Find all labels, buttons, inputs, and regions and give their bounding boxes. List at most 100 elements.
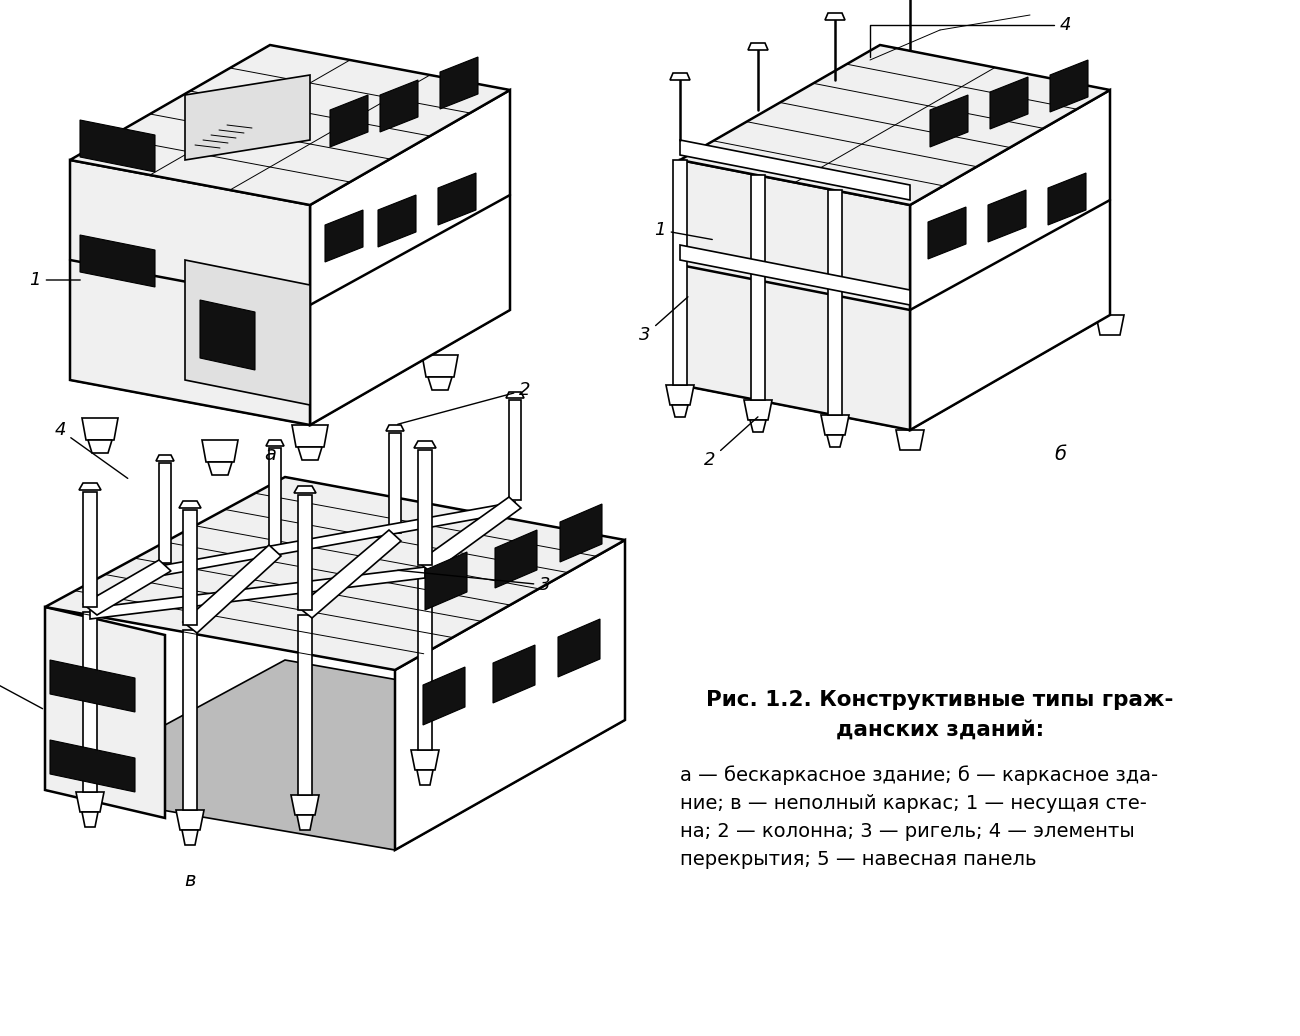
Polygon shape: [378, 195, 416, 247]
Polygon shape: [822, 415, 849, 435]
Text: 3: 3: [398, 570, 551, 594]
Text: 4: 4: [870, 16, 1071, 57]
Polygon shape: [680, 160, 910, 430]
Polygon shape: [419, 570, 432, 750]
Text: а — бескаркасное здание; б — каркасное зда-
ние; в — неполный каркас; 1 — несуща: а — бескаркасное здание; б — каркасное з…: [680, 765, 1158, 869]
Polygon shape: [82, 812, 98, 827]
Polygon shape: [49, 660, 135, 712]
Polygon shape: [75, 792, 104, 812]
Polygon shape: [83, 560, 172, 615]
Polygon shape: [558, 618, 601, 677]
Polygon shape: [495, 530, 537, 588]
Polygon shape: [680, 140, 910, 200]
Polygon shape: [896, 430, 924, 450]
Polygon shape: [428, 377, 452, 390]
Polygon shape: [422, 355, 458, 377]
Polygon shape: [493, 645, 536, 703]
Polygon shape: [673, 160, 686, 385]
Text: 5: 5: [0, 666, 43, 709]
Polygon shape: [298, 447, 322, 460]
Polygon shape: [930, 95, 968, 147]
Polygon shape: [298, 495, 312, 610]
Text: б: б: [1054, 445, 1066, 464]
Polygon shape: [90, 567, 425, 618]
Polygon shape: [296, 815, 313, 830]
Polygon shape: [413, 441, 436, 448]
Polygon shape: [182, 830, 198, 845]
Polygon shape: [928, 207, 966, 259]
Polygon shape: [439, 57, 478, 109]
Text: 3: 3: [640, 297, 688, 344]
Polygon shape: [425, 552, 467, 610]
Polygon shape: [991, 77, 1028, 130]
Polygon shape: [680, 244, 910, 305]
Polygon shape: [46, 660, 625, 850]
Polygon shape: [202, 440, 238, 462]
Polygon shape: [200, 300, 255, 370]
Polygon shape: [81, 235, 155, 287]
Polygon shape: [325, 210, 363, 262]
Polygon shape: [79, 483, 101, 490]
Polygon shape: [419, 450, 432, 565]
Polygon shape: [747, 44, 768, 50]
Polygon shape: [159, 463, 172, 563]
Polygon shape: [750, 420, 766, 432]
Polygon shape: [49, 740, 135, 792]
Text: 4: 4: [55, 421, 127, 479]
Polygon shape: [82, 418, 118, 440]
Text: 1: 1: [29, 271, 81, 289]
Polygon shape: [266, 440, 283, 447]
Polygon shape: [330, 95, 368, 147]
Polygon shape: [291, 795, 318, 815]
Polygon shape: [292, 425, 328, 447]
Polygon shape: [744, 400, 772, 420]
Polygon shape: [81, 120, 155, 172]
Polygon shape: [298, 615, 312, 795]
Polygon shape: [183, 510, 198, 625]
Text: 1: 1: [654, 221, 712, 239]
Polygon shape: [179, 501, 202, 508]
Polygon shape: [83, 612, 98, 792]
Polygon shape: [208, 462, 231, 474]
Polygon shape: [183, 545, 281, 633]
Polygon shape: [165, 502, 515, 575]
Polygon shape: [70, 45, 510, 205]
Polygon shape: [156, 455, 174, 461]
Polygon shape: [827, 435, 842, 447]
Polygon shape: [1048, 173, 1085, 225]
Polygon shape: [1096, 315, 1124, 335]
Polygon shape: [380, 80, 419, 132]
Polygon shape: [185, 75, 309, 160]
Polygon shape: [309, 90, 510, 425]
Polygon shape: [666, 385, 694, 405]
Polygon shape: [672, 405, 688, 418]
Polygon shape: [395, 540, 625, 850]
Polygon shape: [298, 530, 400, 618]
Polygon shape: [183, 630, 198, 810]
Polygon shape: [269, 448, 281, 548]
Polygon shape: [826, 13, 845, 20]
Polygon shape: [419, 497, 521, 573]
Polygon shape: [506, 392, 524, 398]
Text: в: в: [185, 870, 196, 890]
Polygon shape: [417, 770, 433, 785]
Polygon shape: [70, 160, 309, 425]
Polygon shape: [294, 486, 316, 493]
Polygon shape: [680, 270, 1110, 430]
Polygon shape: [83, 492, 98, 607]
Polygon shape: [411, 750, 439, 770]
Text: 2: 2: [705, 416, 758, 469]
Text: а: а: [264, 445, 276, 464]
Polygon shape: [46, 607, 165, 818]
Polygon shape: [680, 45, 1110, 205]
Polygon shape: [422, 667, 465, 725]
Text: данских зданий:: данских зданий:: [836, 720, 1044, 740]
Polygon shape: [389, 433, 400, 533]
Text: 2: 2: [398, 381, 530, 425]
Polygon shape: [670, 73, 690, 80]
Polygon shape: [176, 810, 204, 830]
Polygon shape: [828, 190, 842, 415]
Polygon shape: [386, 425, 404, 431]
Polygon shape: [46, 477, 625, 670]
Polygon shape: [988, 190, 1026, 242]
